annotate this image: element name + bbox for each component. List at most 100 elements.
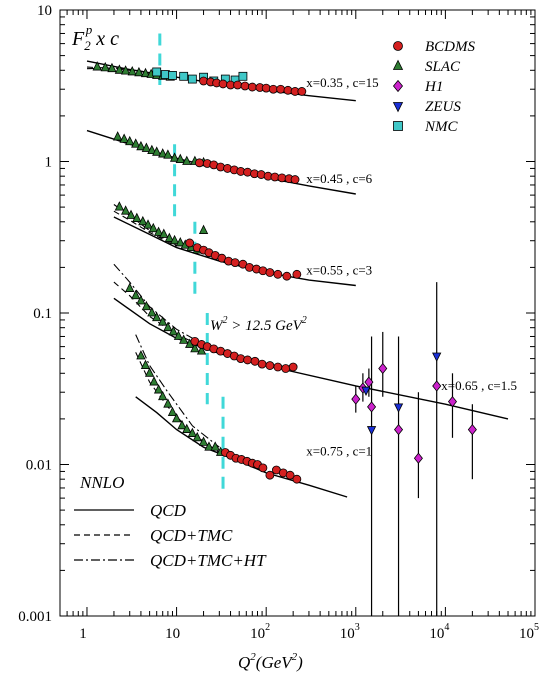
slac-point bbox=[167, 406, 178, 417]
slac-point bbox=[147, 307, 157, 317]
h1-point bbox=[467, 423, 477, 436]
bcdms-point bbox=[265, 470, 275, 480]
nmc-legend-marker bbox=[393, 121, 403, 131]
plot-frame bbox=[59, 9, 536, 617]
slac-point bbox=[131, 138, 141, 148]
bcdms-point bbox=[273, 362, 283, 372]
zeus-point bbox=[366, 426, 377, 436]
bcdms-point bbox=[292, 269, 302, 279]
slac-point bbox=[114, 64, 125, 74]
qcd-tmc-ht-curve bbox=[135, 334, 220, 448]
slac-point bbox=[120, 65, 131, 75]
slac-legend-marker bbox=[392, 59, 404, 70]
legend-lines: NNLO QCD QCD+TMC QCD+TMC+HT bbox=[74, 473, 267, 570]
slac-point bbox=[158, 390, 168, 401]
legend-line-label: QCD bbox=[150, 501, 187, 520]
h1-point bbox=[447, 395, 458, 408]
x-tick-label: 105 bbox=[519, 622, 539, 642]
bcdms-point bbox=[195, 158, 204, 168]
h1-point bbox=[378, 362, 388, 375]
slac-point bbox=[163, 149, 173, 159]
slac-point bbox=[210, 441, 220, 451]
slac-point bbox=[152, 311, 162, 322]
slac-point bbox=[196, 345, 207, 355]
bcdms-point bbox=[276, 84, 286, 94]
slac-point bbox=[179, 334, 189, 344]
bcdms-point bbox=[282, 271, 292, 281]
legend-label: ZEUS bbox=[425, 99, 461, 115]
bcdms-point bbox=[258, 463, 268, 473]
zeus-legend-marker bbox=[392, 102, 404, 113]
curve-label: x=0.35 , c=15 bbox=[306, 75, 378, 90]
curve-labels: x=0.35 , c=15 x=0.45 , c=6 x=0.55 , c=3 x=0… bbox=[306, 75, 517, 458]
slac-point bbox=[152, 146, 162, 156]
slac-point bbox=[127, 66, 137, 76]
qcd-tmc-ht-curve bbox=[113, 204, 177, 246]
bcdms-point bbox=[268, 84, 278, 94]
bcdms-point bbox=[285, 470, 295, 480]
slac-point bbox=[175, 153, 185, 163]
x-tick-label: 10 bbox=[165, 626, 180, 642]
h1-point bbox=[394, 423, 404, 436]
y-tick-label: 1 bbox=[45, 155, 53, 171]
h1-point bbox=[413, 452, 423, 464]
bcdms-point bbox=[265, 361, 275, 370]
curve-label: x=0.55 , c=3 bbox=[306, 262, 372, 277]
legend-title: NNLO bbox=[79, 473, 124, 492]
bcdms-point bbox=[288, 362, 298, 372]
slac-point bbox=[125, 282, 135, 292]
bcdms-point bbox=[273, 269, 283, 279]
zeus-point bbox=[361, 386, 371, 396]
legend-label: BCDMS bbox=[425, 39, 475, 55]
slac-point bbox=[107, 62, 117, 73]
slac-point bbox=[141, 300, 152, 311]
slac-point bbox=[192, 431, 202, 442]
slac-point bbox=[182, 423, 192, 433]
nmc-point bbox=[152, 67, 162, 77]
slac-point bbox=[140, 359, 151, 369]
slac-point bbox=[92, 61, 102, 71]
curve-label: x=0.65 , c=1.5 bbox=[441, 378, 517, 393]
slac-point bbox=[163, 321, 173, 332]
y-tick-label: 0.01 bbox=[26, 458, 52, 474]
y-tick-label: 0.1 bbox=[33, 306, 52, 322]
bcdms-point bbox=[245, 262, 254, 272]
bcdms-legend-marker bbox=[393, 41, 403, 51]
slac-point bbox=[198, 224, 209, 234]
slac-point bbox=[136, 295, 146, 305]
x-tick-label: 103 bbox=[340, 622, 360, 642]
qcd-tmc-ht-curve bbox=[113, 263, 204, 345]
axis-ticks: 1 10 102 103 104 105 10 1 0.1 0.01 0.001 bbox=[18, 3, 539, 642]
chart-title: F2p x c bbox=[71, 22, 119, 53]
slac-point bbox=[131, 289, 141, 300]
legend-label: H1 bbox=[424, 79, 443, 95]
h1-point bbox=[432, 380, 442, 392]
curve-label: x=0.75 , c=1 bbox=[306, 443, 372, 458]
slac-point bbox=[136, 350, 146, 360]
slac-point bbox=[163, 398, 173, 408]
slac-point bbox=[171, 412, 182, 423]
bcdms-point bbox=[247, 82, 257, 92]
bcdms-point bbox=[281, 364, 291, 373]
h1-point bbox=[367, 401, 377, 413]
slac-point bbox=[187, 427, 198, 437]
bcdms-point bbox=[283, 85, 293, 95]
y-tick-label: 0.001 bbox=[18, 609, 52, 625]
slac-point bbox=[143, 219, 153, 229]
data-points bbox=[92, 61, 477, 484]
bcdms-point bbox=[290, 175, 300, 184]
slac-point bbox=[169, 234, 180, 245]
bcdms-point bbox=[233, 80, 243, 90]
legend-line-label: QCD+TMC bbox=[150, 526, 233, 545]
slac-point bbox=[113, 131, 123, 141]
legend-line-label: QCD+TMC+HT bbox=[150, 551, 267, 570]
h1-legend-marker bbox=[392, 79, 404, 93]
slac-point bbox=[140, 67, 151, 78]
slac-point bbox=[138, 215, 148, 226]
slac-point bbox=[114, 201, 125, 211]
slac-point bbox=[141, 142, 152, 152]
curve-label: x=0.45 , c=6 bbox=[306, 171, 372, 186]
nmc-point bbox=[179, 71, 189, 81]
slac-point bbox=[159, 228, 169, 238]
zeus-point bbox=[432, 352, 442, 362]
